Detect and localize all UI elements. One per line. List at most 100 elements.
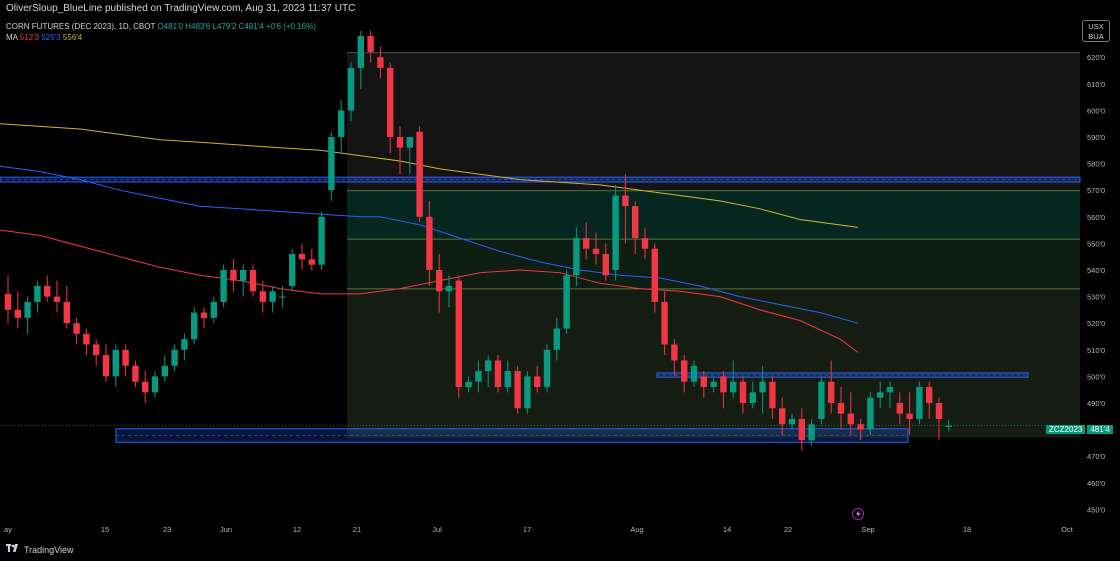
- currency-selector[interactable]: USX BUA: [1082, 20, 1110, 42]
- candle-body: [867, 397, 874, 430]
- candle-body: [465, 381, 472, 388]
- candle-body: [730, 381, 737, 393]
- candle-body: [759, 381, 766, 393]
- candle-body: [494, 360, 502, 388]
- candle-body: [93, 344, 100, 356]
- candle-body: [877, 392, 884, 398]
- candle-body: [377, 57, 384, 68]
- candle-body: [279, 296, 286, 298]
- candle-body: [34, 285, 41, 302]
- price-chart[interactable]: 450'0460'0470'0480'0490'0500'0510'0520'0…: [0, 18, 1120, 540]
- x-tick-label: Sep: [861, 525, 874, 534]
- candle-body: [524, 376, 531, 409]
- ma-legend: MA 512'3 525'3 556'4: [6, 33, 82, 42]
- candle-body: [387, 67, 394, 138]
- candle-body: [720, 376, 727, 393]
- y-tick-label: 560'0: [1087, 213, 1105, 222]
- candle-body: [592, 248, 600, 255]
- candle-body: [641, 238, 649, 249]
- y-tick-label: 580'0: [1087, 160, 1105, 169]
- candle-body: [171, 349, 178, 366]
- moving-average-line-1: [0, 165, 859, 324]
- candle-body: [367, 35, 374, 52]
- x-tick-label: Oct: [1061, 525, 1074, 534]
- fib-region-teal: [347, 190, 1080, 240]
- candle-body: [886, 387, 894, 393]
- candle-body: [14, 309, 21, 318]
- fib-region-top: [347, 52, 1080, 191]
- x-tick-label: ay: [4, 525, 12, 534]
- candle-body: [808, 424, 815, 441]
- candle-body: [436, 270, 443, 292]
- x-tick-label: 18: [963, 525, 971, 534]
- x-tick-label: 15: [101, 525, 109, 534]
- candle-body: [63, 301, 70, 324]
- candle-body: [837, 402, 845, 414]
- candle-body: [553, 328, 560, 350]
- candle-body: [308, 259, 315, 265]
- candle-body: [230, 270, 237, 281]
- candle-body: [475, 371, 482, 382]
- ma-label: MA: [6, 33, 18, 42]
- y-tick-label: 590'0: [1087, 133, 1105, 142]
- lightning-icon: [856, 510, 861, 518]
- candle-body: [945, 425, 952, 427]
- candle-body: [857, 424, 864, 430]
- candle-body: [249, 270, 257, 292]
- candle-body: [406, 137, 413, 148]
- symbol-title: CORN FUTURES (DEC 2023), 1D, CBOT: [6, 22, 156, 31]
- candle-body: [161, 365, 168, 377]
- y-tick-label: 530'0: [1087, 293, 1105, 302]
- candle-body: [181, 339, 188, 350]
- candle-body: [289, 254, 296, 286]
- candle-body: [916, 387, 923, 419]
- candle-body: [788, 418, 796, 425]
- candle-body: [357, 35, 364, 68]
- y-tick-label: 620'0: [1087, 53, 1105, 62]
- candle-body: [24, 301, 31, 318]
- publish-header: OliverSloup_BlueLine published on Tradin…: [0, 0, 1120, 18]
- last-price-value: 481'4: [1087, 425, 1113, 434]
- candle-body: [828, 381, 835, 403]
- last-price-label: ZCZ2023 481'4: [1046, 424, 1113, 435]
- candle-body: [690, 365, 698, 382]
- y-tick-label: 540'0: [1087, 266, 1105, 275]
- tradingview-logo-icon[interactable]: [6, 540, 20, 561]
- candle-body: [298, 254, 306, 260]
- candle-body: [485, 360, 492, 372]
- candle-body: [896, 402, 903, 414]
- candle-body: [651, 248, 658, 302]
- candle-body: [132, 365, 139, 382]
- candle-body: [328, 137, 335, 191]
- x-tick-label: 12: [293, 525, 301, 534]
- candle-body: [602, 254, 609, 276]
- x-tick-label: 23: [163, 525, 171, 534]
- candle-body: [83, 333, 90, 345]
- y-tick-label: 570'0: [1087, 186, 1105, 195]
- candle-body: [338, 110, 345, 138]
- candle-body: [779, 408, 786, 425]
- candle-body: [563, 275, 570, 329]
- candle-body: [710, 381, 717, 388]
- currency-line2: BUA: [1088, 32, 1104, 41]
- candle-body: [53, 296, 61, 302]
- candle-body: [622, 195, 629, 207]
- ma-blue-value: 525'3: [41, 33, 61, 42]
- candle-body: [151, 376, 159, 393]
- candle-body: [259, 291, 266, 302]
- candle-body: [347, 67, 355, 111]
- candle-body: [749, 392, 756, 403]
- candle-body: [102, 355, 110, 377]
- y-tick-label: 510'0: [1087, 346, 1105, 355]
- candle-body: [681, 360, 688, 382]
- candle-body: [798, 418, 805, 441]
- fib-region-olive: [347, 288, 1080, 438]
- candle-body: [847, 413, 854, 425]
- ma-yellow-value: 556'4: [62, 33, 83, 42]
- y-tick-label: 450'0: [1087, 505, 1105, 514]
- y-tick-label: 610'0: [1087, 80, 1105, 89]
- candle-body: [583, 238, 590, 249]
- candle-body: [671, 344, 678, 361]
- candle-body: [416, 131, 423, 217]
- candle-body: [200, 312, 208, 318]
